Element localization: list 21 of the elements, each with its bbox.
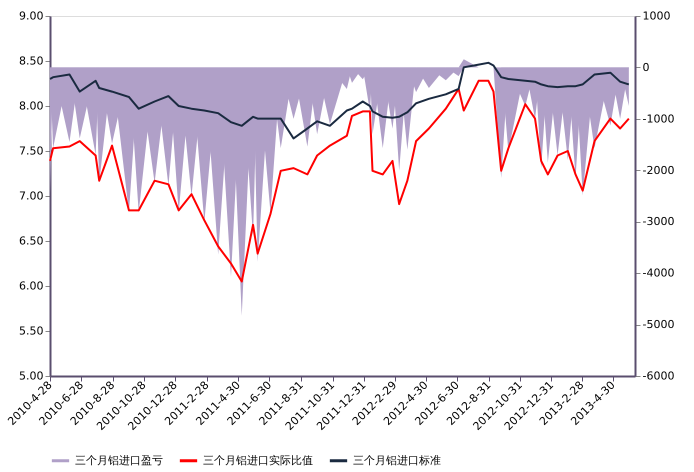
- y2-tick-label: -6000: [642, 370, 674, 382]
- y-tick-label: 9.00: [19, 10, 44, 22]
- y2-tick-label: -2000: [642, 164, 674, 177]
- y-tick-label: 7.00: [19, 190, 44, 202]
- y2-tick-label: -5000: [642, 318, 674, 332]
- y-tick-label: 5.00: [19, 370, 44, 382]
- legend-label: 三个月铝进口实际比值: [203, 454, 313, 467]
- y2-tick-label: -1000: [642, 112, 674, 126]
- legend-label: 三个月铝进口盈亏: [75, 454, 163, 467]
- y2-tick-label: 0: [642, 60, 650, 74]
- y-tick-label: 7.50: [19, 144, 44, 158]
- y-tick-label: 5.50: [19, 324, 44, 338]
- y2-tick-label: -4000: [642, 266, 674, 280]
- y2-tick-label: -3000: [642, 215, 674, 228]
- y2-tick-label: 1000: [642, 10, 670, 22]
- legend-label: 三个月铝进口标准: [353, 454, 441, 467]
- y-tick-label: 8.50: [19, 54, 44, 68]
- line-series: [49, 80, 630, 282]
- y-tick-label: 6.50: [19, 234, 44, 248]
- y-tick-label: 8.00: [19, 100, 44, 112]
- y-tick-label: 6.00: [19, 280, 44, 292]
